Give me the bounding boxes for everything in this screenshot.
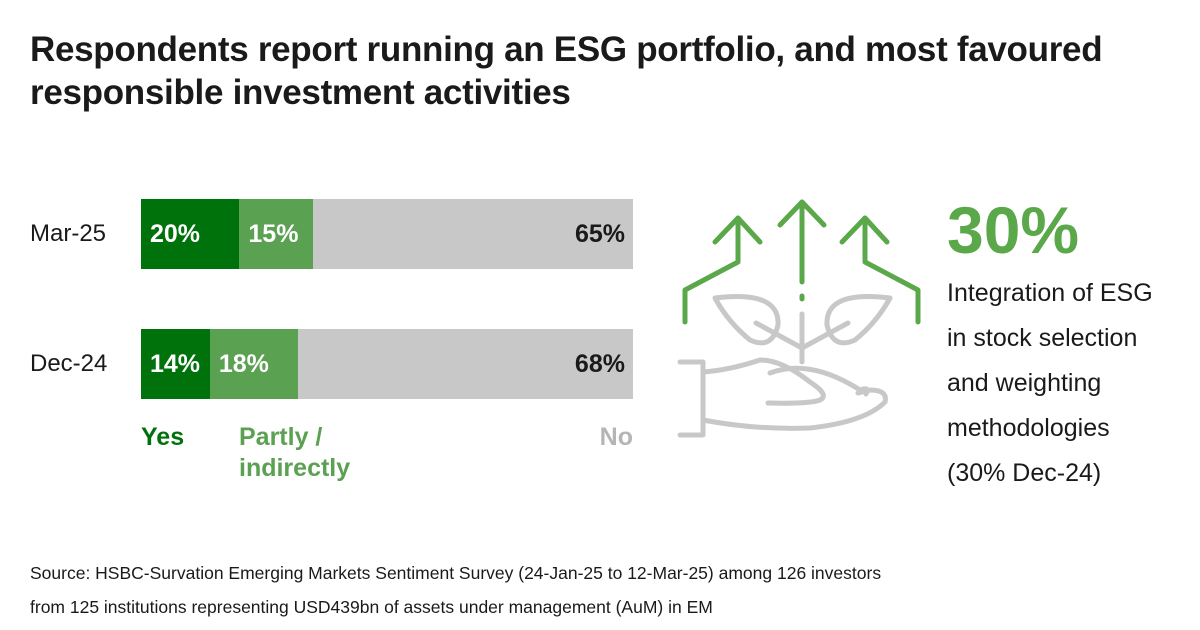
legend-partly: Partly / indirectly	[239, 422, 350, 484]
callout-line: Integration of ESG	[947, 279, 1153, 307]
callout-description: Integration of ESG in stock selection an…	[947, 271, 1197, 496]
bar-row: 20% 15% 65%	[141, 199, 633, 269]
callout-line: (30% Dec-24)	[947, 459, 1102, 487]
legend-partly-line1: Partly /	[239, 423, 323, 451]
bar-segment-partly: 15%	[239, 199, 314, 269]
bar-segment-partly: 18%	[209, 329, 299, 399]
source-note: Source: HSBC-Survation Emerging Markets …	[30, 556, 1180, 624]
chart-title: Respondents report running an ESG portfo…	[30, 30, 1103, 112]
bar-row: 14% 18% 68%	[141, 329, 633, 399]
callout-value: 30%	[947, 193, 1080, 267]
bar-segment-yes: 20%	[141, 199, 240, 269]
source-line: from 125 institutions representing USD43…	[30, 597, 713, 617]
source-line: Source: HSBC-Survation Emerging Markets …	[30, 563, 882, 583]
callout-line: and weighting	[947, 369, 1102, 397]
legend-partly-line2: indirectly	[239, 454, 351, 482]
callout-line: methodologies	[947, 414, 1110, 442]
legend-yes: Yes	[141, 423, 185, 451]
category-label: Dec-24	[30, 350, 108, 377]
bar-segment-no: 68%	[298, 329, 633, 399]
category-label: Mar-25	[30, 220, 107, 247]
hand-plant-growth-arrows-icon	[677, 199, 921, 438]
bar-segment-no: 65%	[313, 199, 633, 269]
callout-line: in stock selection	[947, 324, 1138, 352]
legend-no: No	[599, 423, 633, 451]
bar-segment-yes: 14%	[141, 329, 210, 399]
